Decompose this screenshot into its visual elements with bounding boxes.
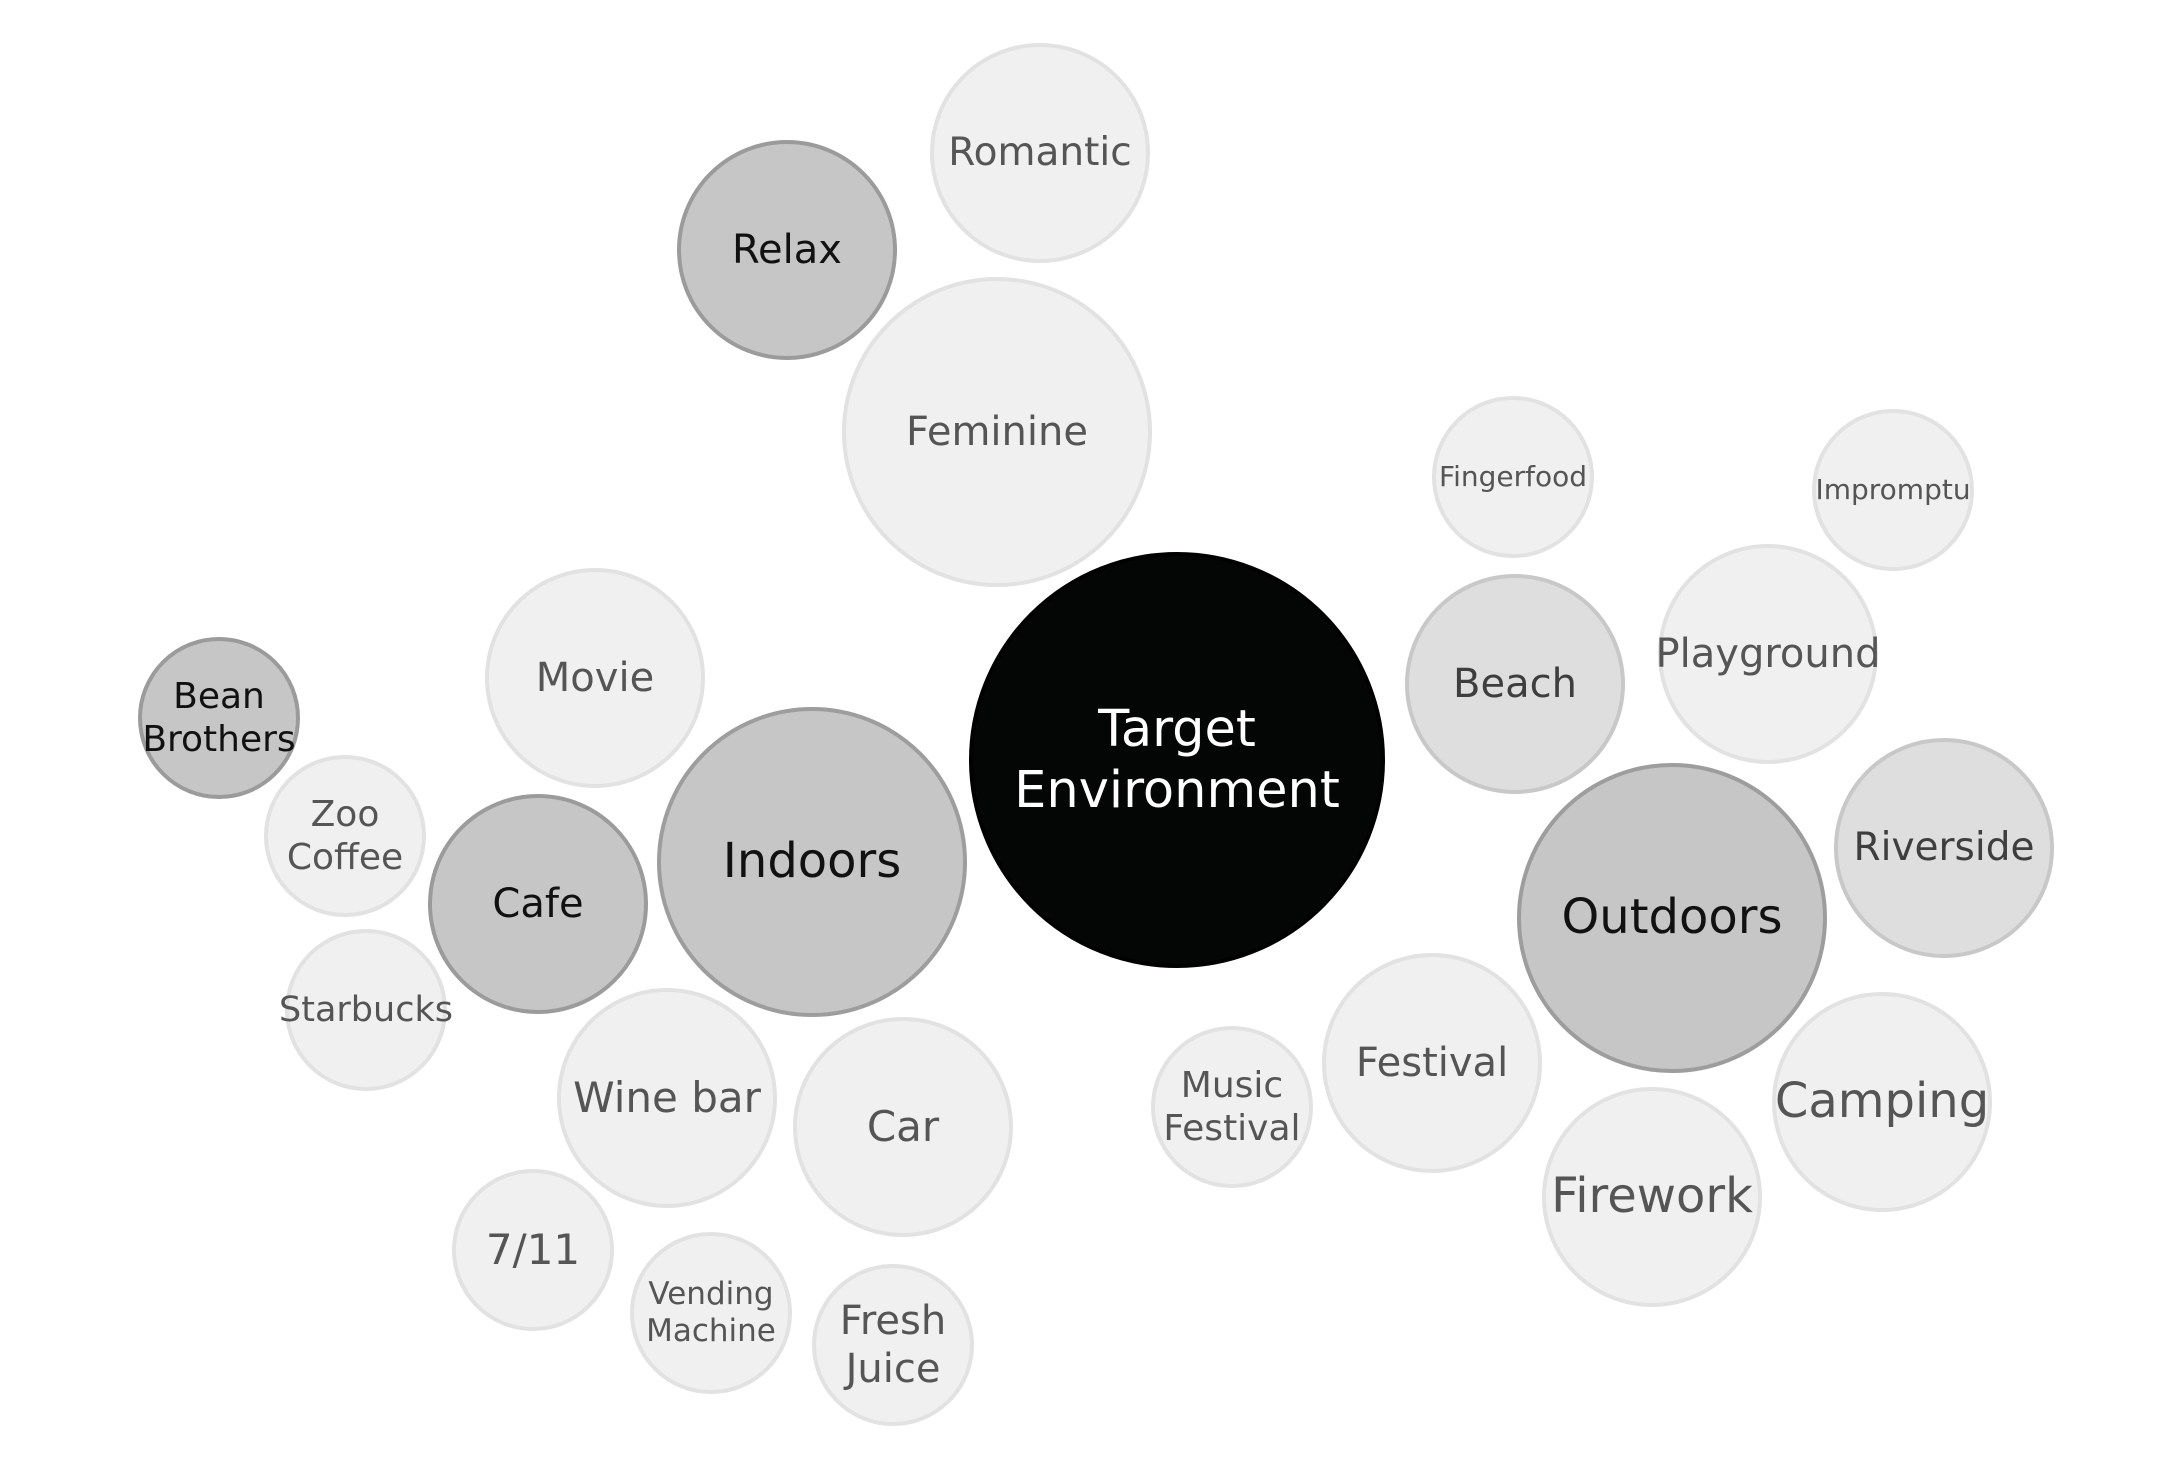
bubble-beach: Beach [1405,574,1625,794]
bubble-vending-machine: Vending Machine [630,1232,792,1394]
bubble-label: Fresh Juice [839,1298,947,1392]
bubble-label: Target Environment [1014,699,1340,820]
bubble-label: Starbucks [279,990,453,1030]
bubble-bean-brothers: Bean Brothers [138,637,300,799]
bubble-festival: Festival [1322,953,1542,1173]
bubble-label: Cafe [492,881,584,927]
bubble-car: Car [793,1017,1013,1237]
bubble-firework: Firework [1542,1087,1762,1307]
bubble-music-festival: Music Festival [1151,1026,1313,1188]
bubble-label: Outdoors [1561,889,1783,946]
bubble-label: Impromptu [1815,473,1971,507]
bubble-label: Car [866,1101,940,1151]
bubble-impromptu: Impromptu [1812,409,1974,571]
bubble-outdoors: Outdoors [1517,763,1827,1073]
bubble-label: Feminine [906,409,1088,455]
bubble-label: 7/11 [485,1224,581,1274]
bubble-label: Firework [1551,1168,1753,1225]
bubble-starbucks: Starbucks [279,929,453,1091]
bubble-label: Music Festival [1163,1064,1301,1149]
bubble-relax: Relax [677,140,897,360]
bubble-cafe: Cafe [428,794,648,1014]
bubble-wine-bar: Wine bar [557,988,777,1208]
bubble-label: Playground [1655,631,1881,677]
bubble-zoo-coffee: Zoo Coffee [264,755,426,917]
bubble-label: Zoo Coffee [286,793,404,878]
bubble-label: Indoors [722,833,902,890]
bubble-playground: Playground [1655,544,1881,764]
bubble-target-environment: Target Environment [969,552,1385,968]
bubble-label: Beach [1453,661,1577,707]
bubble-fingerfood: Fingerfood [1432,396,1594,558]
bubble-label: Movie [535,655,655,701]
bubble-seven-eleven: 7/11 [452,1169,614,1331]
bubble-label: Relax [732,227,842,273]
bubble-label: Bean Brothers [142,675,296,760]
bubble-label: Wine bar [573,1072,761,1122]
bubble-movie: Movie [485,568,705,788]
bubble-label: Festival [1355,1040,1509,1086]
bubble-label: Fingerfood [1439,460,1587,494]
bubble-label: Vending Machine [646,1275,776,1349]
bubble-indoors: Indoors [657,707,967,1017]
bubble-camping: Camping [1772,992,1992,1212]
bubble-label: Camping [1774,1073,1990,1130]
bubble-feminine: Feminine [842,277,1152,587]
bubble-riverside: Riverside [1834,738,2054,958]
bubble-fresh-juice: Fresh Juice [812,1264,974,1426]
bubble-label: Romantic [948,129,1132,175]
bubble-label: Riverside [1853,824,2035,870]
bubble-romantic: Romantic [930,43,1150,263]
